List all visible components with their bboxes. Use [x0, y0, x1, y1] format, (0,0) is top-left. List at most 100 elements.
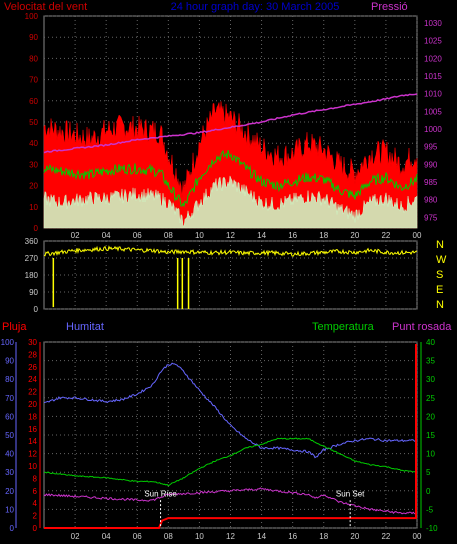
wind-x-tick-label: 04: [102, 231, 111, 240]
humidity-tick-label: 60: [5, 412, 14, 421]
humidity-label: Humitat: [66, 321, 104, 333]
rain-tick-label: 26: [28, 363, 37, 372]
wind-x-tick-label: 10: [195, 231, 204, 240]
climate-x-tick-label: 14: [257, 532, 266, 541]
humidity-tick-label: 20: [5, 487, 14, 496]
wind-x-ticks: 02 04 06 08 10 12 14 16 18 20 22 00: [71, 231, 422, 240]
pressure-tick-label: 1030: [424, 19, 442, 28]
pressure-tick-label: 1020: [424, 54, 442, 63]
pressure-tick-label: 1025: [424, 37, 442, 46]
rain-tick-label: 14: [28, 437, 37, 446]
pressure-tick-label: 985: [424, 178, 438, 187]
graph-date-title: 24 hour graph day: 30 March 2005: [171, 1, 340, 13]
wind-minimum-series: [43, 175, 418, 229]
wind-tick-label: 0: [34, 224, 39, 233]
direction-panel-grid: [44, 240, 418, 310]
rain-tick-label: 0: [33, 524, 38, 533]
humidity-tick-label: 30: [5, 468, 14, 477]
wind-x-tick-label: 16: [288, 231, 297, 240]
humidity-tick-label: 10: [5, 505, 14, 514]
wind-x-tick-label: 14: [257, 231, 266, 240]
wind-x-tick-label: 08: [164, 231, 173, 240]
climate-x-tick-label: 08: [164, 532, 173, 541]
rain-tick-label: 16: [28, 425, 37, 434]
wind-speed-title: Velocitat del vent: [4, 1, 87, 13]
temperature-series: [44, 437, 418, 487]
compass-label: W: [436, 254, 447, 266]
temperature-tick-label: 40: [426, 338, 435, 347]
pressure-tick-label: 980: [424, 196, 438, 205]
humidity-tick-label: 70: [5, 394, 14, 403]
climate-x-tick-label: 16: [288, 532, 297, 541]
wind-tick-label: 10: [29, 203, 38, 212]
sun-event-label: Sun Set: [336, 489, 365, 498]
rain-tick-label: 24: [28, 375, 37, 384]
climate-x-tick-label: 04: [102, 532, 111, 541]
climate-x-tick-label: 18: [319, 532, 328, 541]
humidity-tick-label: 50: [5, 431, 14, 440]
wind-axis-ticks: 0 10 20 30 40 50 60 70 80 90 100: [25, 12, 39, 233]
pressure-tick-label: 1010: [424, 90, 442, 99]
wind-tick-label: 30: [29, 160, 38, 169]
rain-tick-label: 4: [33, 499, 38, 508]
wind-x-tick-label: 20: [350, 231, 359, 240]
pressure-axis-ticks: 975 980 985 990 995 1000 1005 1010 1015 1020 1025 1…: [424, 19, 442, 222]
rain-tick-label: 10: [28, 462, 37, 471]
temperature-tick-label: 20: [426, 412, 435, 421]
humidity-tick-label: 100: [1, 338, 15, 347]
rain-tick-label: 6: [33, 487, 38, 496]
humidity-tick-label: 80: [5, 375, 14, 384]
wind-tick-label: 40: [29, 139, 38, 148]
direction-tick-label: 180: [25, 271, 39, 280]
dew-point-label: Punt rosada: [392, 321, 452, 333]
temperature-tick-label: 30: [426, 375, 435, 384]
temperature-tick-label: 15: [426, 431, 435, 440]
temperature-tick-label: 0: [426, 487, 431, 496]
temperature-tick-label: -10: [426, 524, 438, 533]
rain-tick-label: 20: [28, 400, 37, 409]
dew-point-series: [43, 487, 418, 515]
climate-x-tick-label: 00: [413, 532, 422, 541]
wind-x-tick-label: 00: [413, 231, 422, 240]
rain-tick-label: 28: [28, 350, 37, 359]
pressure-tick-label: 1015: [424, 72, 442, 81]
temperature-label: Temperatura: [312, 321, 375, 333]
pressure-tick-label: 995: [424, 143, 438, 152]
climate-series: [43, 344, 418, 529]
wind-tick-label: 80: [29, 54, 38, 63]
humidity-tick-label: 0: [10, 524, 15, 533]
direction-series: [43, 245, 418, 257]
temperature-tick-label: 35: [426, 357, 435, 366]
wind-average-series: [43, 149, 418, 208]
temperature-tick-label: 10: [426, 450, 435, 459]
wind-gust-series: [43, 101, 418, 229]
rain-label: Pluja: [2, 321, 27, 333]
direction-series: [43, 245, 418, 309]
temperature-axis-ticks: -10 -5 0 5 10 15 20 25 30 35 40: [426, 338, 438, 533]
wind-x-tick-label: 06: [133, 231, 142, 240]
compass-label: E: [436, 284, 443, 296]
sun-event-label: Sun Rise: [144, 489, 177, 498]
climate-x-tick-label: 20: [350, 532, 359, 541]
pressure-tick-label: 1000: [424, 125, 442, 134]
wind-x-tick-label: 12: [226, 231, 235, 240]
pressure-tick-label: 975: [424, 213, 438, 222]
temperature-tick-label: 25: [426, 394, 435, 403]
direction-tick-label: 270: [25, 254, 39, 263]
sun-annotations: Sun Rise Sun Set: [144, 489, 365, 528]
direction-tick-label: 0: [34, 305, 39, 314]
rain-tick-label: 18: [28, 412, 37, 421]
climate-x-ticks: 02 04 06 08 10 12 14 16 18 20 22 00: [71, 532, 422, 541]
wind-tick-label: 50: [29, 118, 38, 127]
wind-x-tick-label: 18: [319, 231, 328, 240]
rain-series: [44, 517, 417, 529]
humidity-series: [43, 362, 418, 459]
climate-panel-grid: [15, 341, 422, 529]
climate-x-tick-label: 12: [226, 532, 235, 541]
humidity-axis-ticks: 0 10 20 30 40 50 60 70 80 90 100: [1, 338, 15, 533]
wind-x-tick-label: 02: [71, 231, 80, 240]
temperature-tick-label: -5: [426, 505, 434, 514]
pressure-tick-label: 990: [424, 160, 438, 169]
